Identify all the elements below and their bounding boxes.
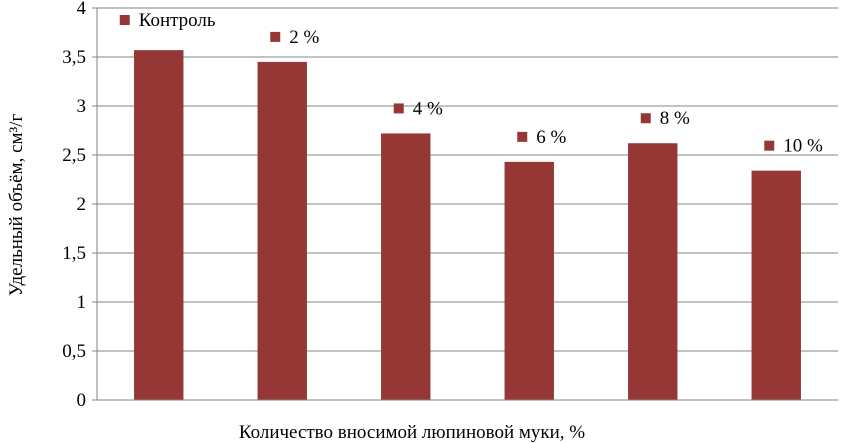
y-axis-title: Удельный объём, см³/г [6,114,27,297]
data-label: Контроль [139,10,216,31]
bar [381,133,431,400]
axes [92,7,838,401]
bars [134,50,801,401]
data-label-marker [270,31,281,42]
bar [628,143,678,401]
data-label-marker [119,15,130,25]
y-tick-label: 3 [77,96,87,117]
data-label-group: 10 % [764,136,823,157]
data-label-group: 4 % [393,98,443,119]
bar [751,170,801,400]
y-tick-label: 0 [77,390,87,411]
data-labels: Контроль 2 % 4 % 6 % 8 % 10 % [119,10,823,157]
data-label-marker [517,131,528,142]
data-label-marker [764,140,775,151]
bar [504,161,554,400]
y-tick-label: 2,5 [62,145,86,166]
y-tick-label: 2 [77,194,87,215]
data-label-group: 2 % [270,27,320,48]
data-label: 10 % [783,136,823,157]
data-label: 4 % [413,98,443,119]
y-tick-label: 0,5 [62,341,86,362]
y-tick-label: 1 [77,292,87,313]
y-tick-labels: 0 0,5 1 1,5 2 2,5 3 3,5 4 [62,0,86,411]
data-label: 2 % [289,27,319,48]
y-tick-label: 1,5 [62,243,86,264]
data-label-group: 8 % [640,108,690,129]
y-tick-label: 3,5 [62,47,86,68]
grid-lines [97,7,838,352]
bar [134,50,184,400]
data-label-marker [393,103,404,114]
y-tick-label: 4 [77,0,87,19]
bar [257,61,307,401]
x-axis-title: Количество вносимой люпиновой муки, % [239,422,585,443]
data-label: 8 % [660,108,690,129]
data-label-marker [640,113,651,124]
data-label: 6 % [536,127,566,148]
data-label-group: 6 % [517,127,567,148]
data-label-group: Контроль [119,10,216,31]
